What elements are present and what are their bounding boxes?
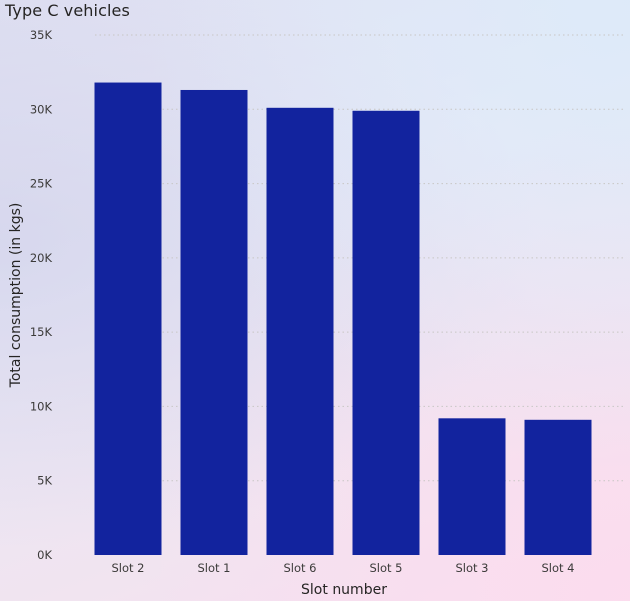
x-tick-label: Slot 2 [111,561,144,575]
bar-slot-1[interactable] [180,89,248,555]
bars [94,82,592,556]
bar-slot-4[interactable] [524,419,592,555]
x-tick-labels: Slot 2 Slot 1 Slot 6 Slot 5 Slot 3 Slot 4 [111,561,574,575]
bar-slot-3[interactable] [438,418,506,555]
y-tick-label: 10K [30,399,53,413]
chart-title: Type C vehicles [5,1,130,20]
bar-slot-6[interactable] [266,107,334,556]
x-tick-label: Slot 1 [197,561,230,575]
x-tick-label: Slot 6 [283,561,316,575]
y-tick-label: 25K [30,177,53,191]
y-tick-labels: 0K 5K 10K 15K 20K 25K 30K 35K [30,28,53,562]
x-tick-label: Slot 3 [455,561,488,575]
bar-slot-5[interactable] [352,110,420,556]
y-tick-label: 15K [30,325,53,339]
y-tick-label: 0K [37,548,52,562]
x-tick-label: Slot 4 [541,561,574,575]
y-tick-label: 5K [37,474,52,488]
x-axis-title: Slot number [301,582,387,598]
y-axis-title: Total consumption (in kgs) [8,203,24,389]
bar-slot-2[interactable] [94,82,162,556]
y-tick-label: 35K [30,28,53,42]
y-tick-label: 20K [30,251,53,265]
x-tick-label: Slot 5 [369,561,402,575]
y-tick-label: 30K [30,102,53,116]
